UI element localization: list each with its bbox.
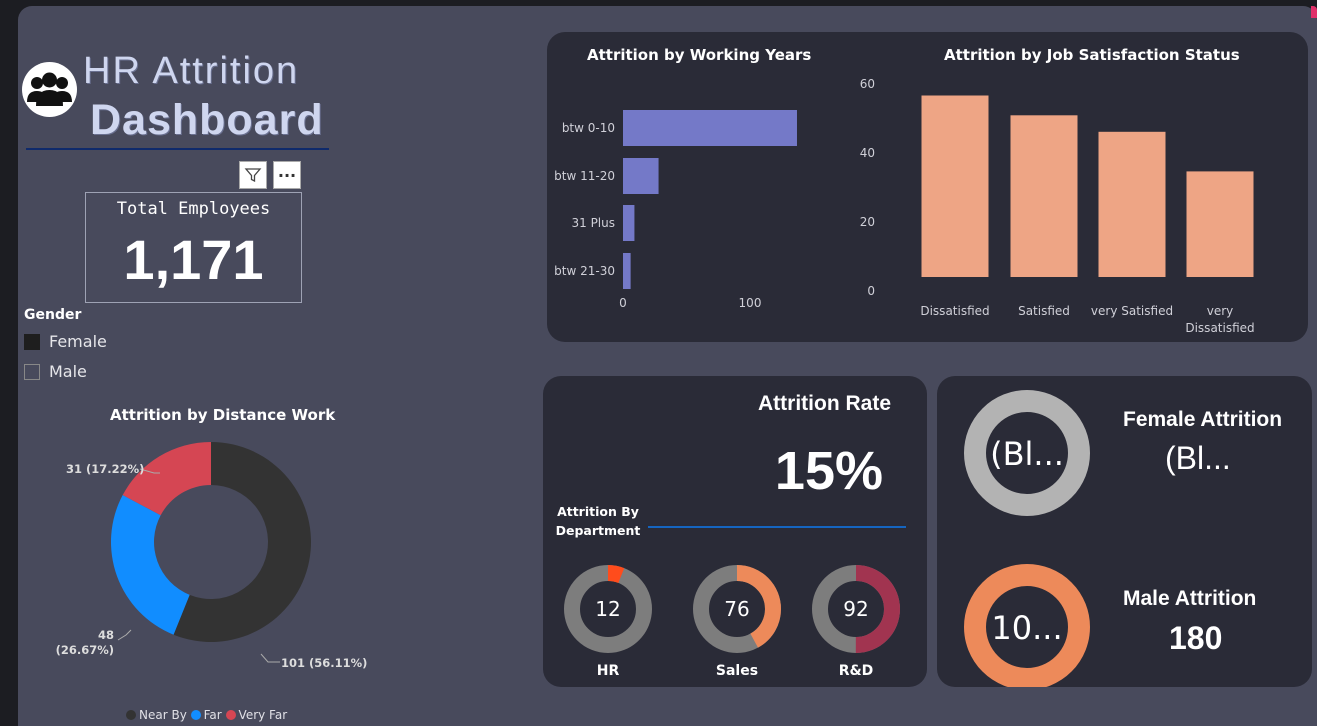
checkbox-unchecked[interactable]	[24, 364, 40, 380]
ring-value-rd[interactable]	[812, 565, 900, 653]
department-divider	[648, 526, 906, 528]
bar-btw-0-10[interactable]	[623, 110, 797, 146]
bar-very-Dissatisfied[interactable]	[1186, 171, 1254, 277]
slice-very-far[interactable]	[122, 442, 211, 516]
slicer-item-male[interactable]: Male	[24, 362, 87, 381]
y-tick-label: 0	[867, 284, 875, 298]
department-value: 92	[843, 597, 868, 621]
slicer-item-label: Female	[49, 332, 107, 351]
department-title-line1: Attrition By	[557, 504, 639, 519]
window-edge-accent	[1311, 6, 1317, 18]
female-attrition-ring	[964, 390, 1090, 516]
total-employees-card: Total Employees 1,171	[85, 192, 302, 303]
male-attrition-title: Male Attrition	[1123, 587, 1257, 610]
department-value: 12	[595, 597, 620, 621]
male-donut-value: 10...	[991, 609, 1062, 647]
legend-item-very-far[interactable]: Very Far	[225, 708, 288, 722]
bar-Satisfied[interactable]	[1010, 115, 1078, 277]
dashboard-title-line2: Dashboard	[90, 96, 324, 144]
dashboard-title-line1: HR Attrition	[83, 50, 300, 92]
total-employees-value: 1,171	[123, 228, 264, 291]
bar-btw-11-20[interactable]	[623, 158, 659, 194]
gender-slicer-title: Gender	[24, 307, 82, 323]
slicer-item-label: Male	[49, 362, 87, 381]
x-category-label: Satisfied	[1018, 304, 1070, 318]
department-value: 76	[724, 597, 749, 621]
ring-value-sales[interactable]	[693, 565, 781, 653]
working-years-chart-title: Attrition by Working Years	[587, 46, 812, 64]
y-category-label: btw 11-20	[554, 169, 615, 183]
checkbox-checked[interactable]	[24, 334, 40, 350]
y-tick-label: 60	[860, 77, 875, 91]
legend-label: Near By	[139, 708, 187, 722]
working-years-bar-chart: btw 0-10 btw 11-20 31 Plus btw 21-30 0 100	[554, 110, 797, 310]
bar-Dissatisfied[interactable]	[921, 95, 989, 278]
y-tick-label: 20	[860, 215, 875, 229]
job-satisfaction-bar-chart: 60 40 20 0 Dissatisfied Satisfied very S…	[860, 77, 1255, 335]
attrition-rate-value: 15%	[774, 441, 883, 501]
total-employees-label: Total Employees	[116, 199, 271, 219]
title-underline	[26, 148, 329, 150]
report-canvas: HR Attrition Dashboard ··· Total Employe…	[18, 6, 1317, 726]
male-attrition-value: 180	[1169, 620, 1223, 656]
department-title-line2: Department	[555, 523, 641, 538]
female-attrition-title: Female Attrition	[1123, 408, 1283, 431]
female-donut-value: (Bl...	[990, 435, 1064, 473]
distance-legend: Near By Far Very Far	[126, 708, 287, 722]
y-tick-label: 40	[860, 146, 875, 160]
female-attrition-value: (Bl...	[1165, 440, 1231, 476]
y-category-label: btw 0-10	[562, 121, 615, 135]
distance-label-far-pct: (26.67%)	[56, 643, 114, 657]
distance-label-far-value: 48	[98, 628, 114, 642]
job-satisfaction-chart-title: Attrition by Job Satisfaction Status	[944, 46, 1240, 64]
legend-label: Far	[203, 708, 222, 722]
slice-near-by[interactable]	[173, 442, 312, 642]
y-category-label: 31 Plus	[571, 216, 615, 230]
gender-donuts: (Bl... 10...	[964, 390, 1090, 687]
attrition-rate-title: Attrition Rate	[758, 392, 891, 415]
department-label: HR	[597, 663, 620, 679]
x-category-label: Dissatisfied	[920, 304, 989, 318]
more-options-icon[interactable]: ···	[273, 161, 301, 189]
x-category-label: Dissatisfied	[1185, 321, 1254, 335]
ring-value-hr[interactable]	[564, 565, 652, 653]
bar-31-Plus[interactable]	[623, 205, 635, 241]
bar-btw-21-30[interactable]	[623, 253, 631, 289]
department-donut-charts: 12 HR 76 Sales 92 R&D	[564, 565, 900, 679]
distance-label-very-far: 31 (17.22%)	[66, 462, 144, 476]
x-category-label: very Satisfied	[1091, 304, 1173, 318]
x-category-label: very	[1207, 304, 1234, 318]
attrition-rate-panel: Attrition Rate 15% Attrition By Departme…	[543, 376, 927, 687]
filter-icon[interactable]	[239, 161, 267, 189]
people-group-icon	[22, 62, 77, 117]
bar-very-Satisfied[interactable]	[1098, 131, 1166, 277]
legend-item-near-by[interactable]: Near By	[126, 708, 187, 722]
bar-charts-panel: Attrition by Working Years btw 0-10 btw 1…	[547, 32, 1308, 342]
y-category-label: btw 21-30	[554, 264, 615, 278]
x-tick-label: 0	[619, 296, 627, 310]
legend-item-far[interactable]: Far	[190, 708, 222, 722]
department-label: Sales	[716, 663, 758, 679]
slicer-item-female[interactable]: Female	[24, 332, 107, 351]
distance-donut-chart: 31 (17.22%) 48 (26.67%) 101 (56.11%)	[56, 442, 367, 670]
distance-label-near-by: 101 (56.11%)	[281, 656, 367, 670]
department-label: R&D	[839, 663, 874, 679]
x-tick-label: 100	[739, 296, 762, 310]
department-title: Attrition By Department	[553, 502, 643, 540]
slice-far[interactable]	[110, 495, 190, 635]
gender-attrition-panel: (Bl... 10... Female Attrition (Bl... Mal…	[937, 376, 1312, 687]
male-attrition-ring	[964, 564, 1090, 687]
distance-chart-title: Attrition by Distance Work	[110, 406, 336, 424]
legend-label: Very Far	[238, 708, 288, 722]
